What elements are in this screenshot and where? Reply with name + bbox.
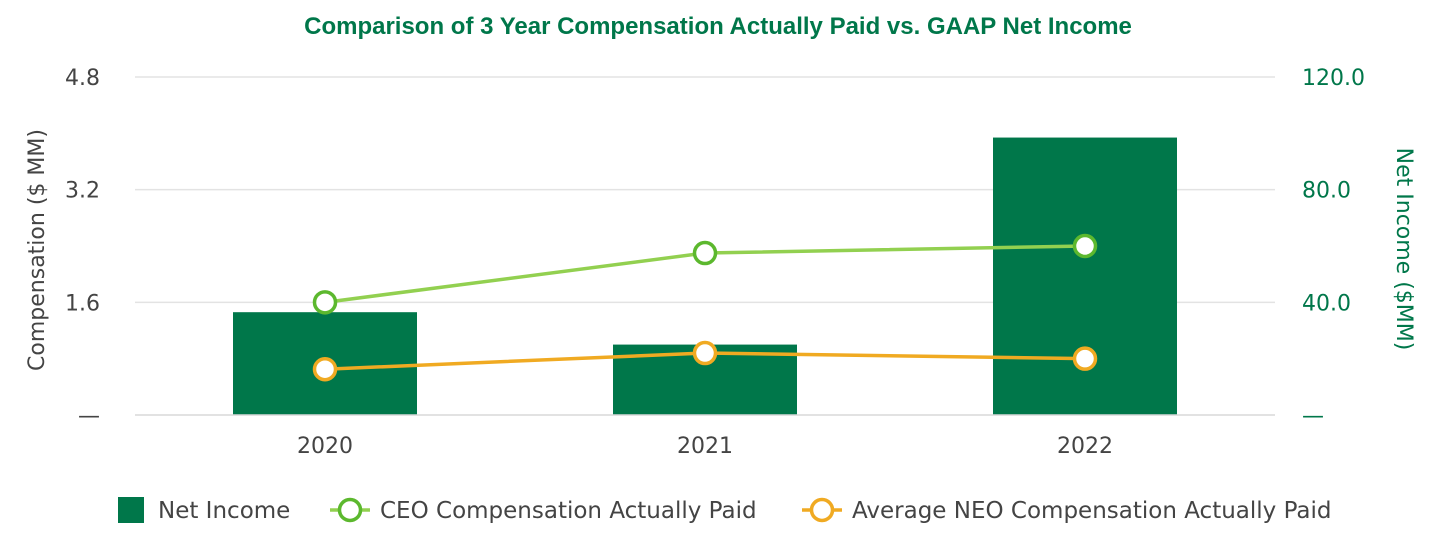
x-tick-label: 2021 bbox=[677, 434, 733, 459]
point-average bbox=[692, 340, 718, 366]
chart-title: Comparison of 3 Year Compensation Actual… bbox=[304, 13, 1132, 40]
y-right-tick-label: — bbox=[1302, 404, 1324, 429]
x-tick-label: 2020 bbox=[297, 434, 353, 459]
y-right-axis-title: Net Income ($MM) bbox=[1391, 148, 1416, 351]
point-average bbox=[312, 356, 338, 382]
x-tick-label: 2022 bbox=[1057, 434, 1113, 459]
axes-layer: — 1.6 3.2 4.8 — 40.0 80.0 120.0 2020 2021 2022 Comp… bbox=[25, 66, 1416, 459]
y-left-axis-title: Compensation ($ MM) bbox=[25, 129, 50, 371]
y-right-tick-label: 40.0 bbox=[1302, 291, 1351, 316]
legend-marker-average bbox=[809, 497, 835, 523]
y-left-tick-label: — bbox=[78, 404, 100, 429]
y-left-tick-label: 3.2 bbox=[65, 179, 100, 204]
y-right-tick-label: 120.0 bbox=[1302, 66, 1365, 91]
point-ceo bbox=[1072, 233, 1098, 259]
y-left-tick-label: 4.8 bbox=[65, 66, 100, 91]
legend-swatch-net-income bbox=[118, 497, 144, 523]
legend-marker-ceo bbox=[337, 497, 363, 523]
point-ceo bbox=[312, 290, 338, 315]
lines-layer bbox=[312, 233, 1098, 382]
legend-label-net-income: Net Income bbox=[158, 498, 290, 524]
y-right-tick-label: 80.0 bbox=[1302, 179, 1351, 204]
bars-layer bbox=[233, 137, 1177, 415]
point-average bbox=[1072, 346, 1098, 371]
bar-net-income bbox=[993, 137, 1177, 415]
legend-layer: Net Income CEO Compensation Actually Paid… bbox=[118, 497, 1332, 524]
point-ceo bbox=[692, 240, 718, 266]
y-left-tick-label: 1.6 bbox=[65, 291, 100, 316]
legend-label-average: Average NEO Compensation Actually Paid bbox=[852, 498, 1332, 524]
legend-label-ceo: CEO Compensation Actually Paid bbox=[380, 498, 757, 524]
